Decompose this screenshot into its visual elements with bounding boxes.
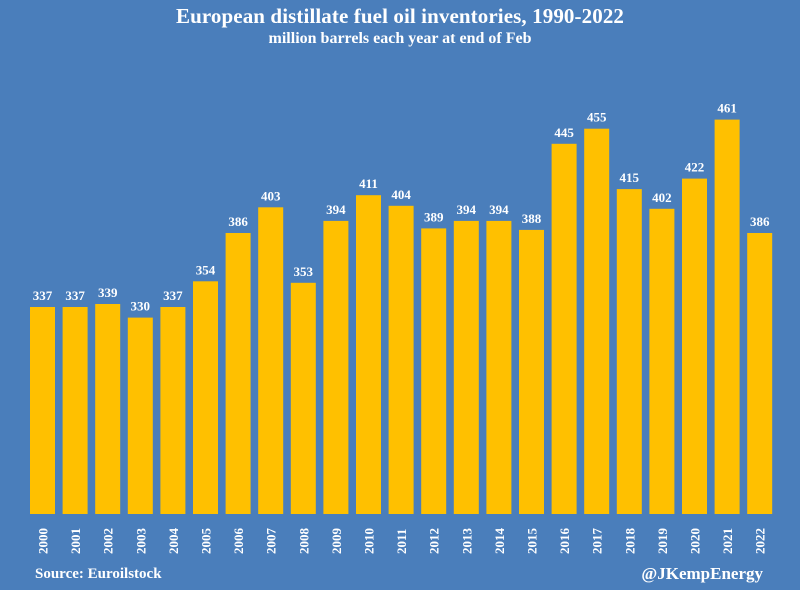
data-label-2015: 388 — [522, 211, 542, 226]
x-tick-label-2004: 2004 — [166, 528, 181, 555]
data-label-2004: 337 — [163, 288, 183, 303]
x-tick-label-2009: 2009 — [329, 528, 344, 555]
x-tick-label-2008: 2008 — [296, 528, 311, 555]
source-note: Source: Euroilstock — [35, 566, 162, 582]
x-tick-label-2017: 2017 — [590, 528, 605, 555]
bar-2022 — [747, 233, 773, 514]
x-tick-label-2013: 2013 — [459, 528, 474, 555]
data-label-2003: 330 — [131, 299, 151, 314]
x-tick-label-2015: 2015 — [525, 528, 540, 555]
chart-subtitle: million barrels each year at end of Feb — [268, 30, 532, 47]
x-tick-label-2000: 2000 — [36, 528, 51, 554]
chart-title: European distillate fuel oil inventories… — [175, 4, 625, 28]
x-tick-label-2014: 2014 — [492, 528, 507, 555]
data-label-2000: 337 — [33, 288, 53, 303]
data-label-2018: 415 — [620, 170, 640, 185]
bar-2020 — [682, 178, 707, 514]
data-labels-group: 337 337 339 330 337 354 386 403 353 394 411 404 389 3… — [33, 101, 770, 314]
x-tick-label-2005: 2005 — [199, 528, 214, 555]
bar-2004 — [160, 307, 186, 514]
x-tick-label-2016: 2016 — [557, 528, 572, 555]
bar-2009 — [323, 220, 349, 514]
bar-2008 — [290, 282, 316, 514]
data-label-2022: 386 — [750, 214, 770, 229]
data-label-2020: 422 — [685, 160, 705, 175]
data-label-2005: 354 — [196, 262, 216, 277]
x-tick-label-2012: 2012 — [427, 528, 442, 554]
bar-2021 — [714, 119, 740, 514]
x-tick-label-2021: 2021 — [720, 528, 735, 554]
x-tick-label-2006: 2006 — [231, 528, 246, 555]
data-label-2021: 461 — [717, 101, 737, 116]
data-label-2011: 404 — [391, 187, 411, 202]
bar-2000 — [30, 307, 55, 514]
x-tick-label-2018: 2018 — [622, 528, 637, 555]
bar-2003 — [127, 317, 153, 514]
x-tick-label-2001: 2001 — [68, 528, 83, 554]
x-tick-label-2011: 2011 — [394, 529, 409, 554]
x-axis-labels: 2000 2001 2002 2003 2004 2005 2006 2007 2008 2009… — [36, 528, 768, 555]
data-label-2006: 386 — [228, 214, 248, 229]
data-label-2012: 389 — [424, 209, 444, 224]
data-label-2017: 455 — [587, 110, 607, 125]
data-label-2008: 353 — [294, 264, 314, 279]
bar-2011 — [388, 205, 414, 515]
x-tick-label-2022: 2022 — [753, 528, 768, 554]
data-label-2010: 411 — [359, 176, 378, 191]
data-label-2007: 403 — [261, 188, 281, 203]
x-tick-label-2020: 2020 — [688, 528, 703, 554]
bar-2013 — [453, 220, 479, 514]
x-tick-label-2010: 2010 — [362, 528, 377, 554]
bar-2016 — [551, 143, 577, 515]
data-label-2001: 337 — [65, 288, 85, 303]
bar-2015 — [519, 229, 544, 514]
bar-2019 — [649, 208, 675, 515]
data-label-2019: 402 — [652, 190, 672, 205]
bar-2002 — [95, 304, 121, 514]
bar-2010 — [356, 195, 381, 514]
data-label-2016: 445 — [554, 125, 574, 140]
bar-2012 — [421, 228, 447, 514]
bar-2018 — [616, 189, 642, 514]
data-label-2013: 394 — [457, 202, 477, 217]
data-label-2002: 339 — [98, 285, 118, 300]
bar-2017 — [584, 128, 610, 514]
bar-2007 — [258, 207, 284, 515]
bars-group — [30, 119, 773, 515]
bar-2006 — [225, 233, 251, 514]
x-tick-label-2002: 2002 — [101, 528, 116, 554]
data-label-2009: 394 — [326, 202, 346, 217]
author-handle: @JKempEnergy — [641, 564, 763, 583]
bar-2014 — [486, 220, 512, 514]
data-label-2014: 394 — [489, 202, 509, 217]
x-tick-label-2003: 2003 — [133, 528, 148, 555]
x-tick-label-2019: 2019 — [655, 528, 670, 555]
bar-2005 — [193, 281, 218, 514]
x-tick-label-2007: 2007 — [264, 528, 279, 555]
bar-2001 — [62, 307, 88, 514]
